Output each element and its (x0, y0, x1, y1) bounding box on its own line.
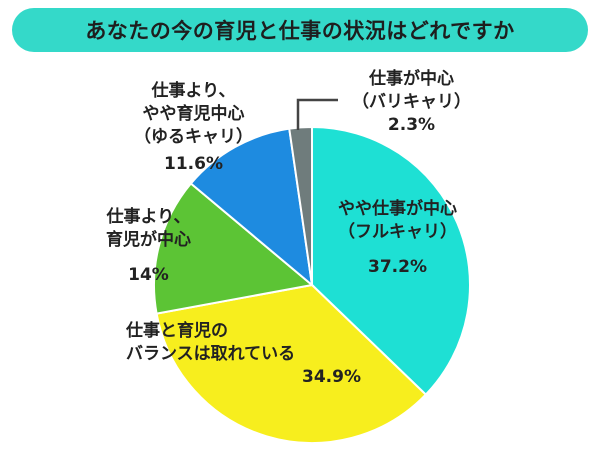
slice-label-line: 仕事が中心 (369, 69, 454, 89)
slice-value-label: 37.2% (368, 257, 427, 277)
pie-slice-childcare-centered (153, 182, 315, 315)
slice-label-bari-career: 仕事が中心 （バリキャリ） 2.3% (352, 68, 471, 137)
slice-label-line: 仕事より、 (106, 207, 191, 227)
slice-value-label: 2.3% (387, 115, 436, 135)
pie-slice-yuru-career (189, 127, 314, 288)
slice-label-balanced: 仕事と育児の バランスは取れている 34.9% (126, 320, 361, 389)
slice-label-line: （フルキャリ） (338, 222, 457, 242)
pie-slice-balanced (155, 283, 428, 444)
slice-label-line: 育児が中心 (106, 230, 191, 250)
slice-label-line: やや育児中心 (142, 104, 245, 124)
pie-slice-bari-career (288, 125, 313, 286)
slice-label-line: （ゆるキャリ） (134, 127, 253, 147)
slice-label-line: （バリキャリ） (352, 92, 471, 112)
slice-label-line: 仕事と育児の (126, 321, 228, 341)
leader-line (296, 98, 338, 130)
slice-label-childcare-centered: 仕事より、 育児が中心 14% (106, 206, 191, 287)
slice-label-line: バランスは取れている (126, 344, 296, 364)
chart-title: あなたの今の育児と仕事の状況はどれですか (85, 19, 515, 43)
slice-value-label: 11.6% (164, 154, 223, 174)
pie-slice-full-career (311, 125, 471, 397)
slice-label-full-career: やや仕事が中心 （フルキャリ） 37.2% (338, 198, 457, 279)
slice-label-yuru-career: 仕事より、 やや育児中心 （ゆるキャリ） 11.6% (134, 80, 253, 176)
slice-value-label: 14% (128, 265, 169, 285)
slice-label-line: やや仕事が中心 (338, 199, 457, 219)
slice-value-label: 34.9% (302, 367, 361, 387)
chart-title-banner: あなたの今の育児と仕事の状況はどれですか (12, 8, 588, 52)
slice-label-line: 仕事より、 (151, 81, 236, 101)
